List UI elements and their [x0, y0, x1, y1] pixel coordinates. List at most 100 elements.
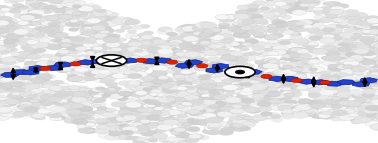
- Circle shape: [215, 65, 226, 69]
- Circle shape: [165, 85, 179, 91]
- Circle shape: [235, 30, 250, 36]
- Circle shape: [85, 88, 98, 93]
- Circle shape: [253, 29, 265, 33]
- Circle shape: [38, 82, 54, 88]
- Circle shape: [77, 100, 88, 104]
- Circle shape: [288, 48, 301, 53]
- Circle shape: [15, 26, 30, 32]
- Circle shape: [364, 89, 374, 93]
- Circle shape: [17, 21, 29, 25]
- Circle shape: [270, 98, 282, 103]
- Circle shape: [369, 21, 378, 24]
- Circle shape: [49, 86, 63, 91]
- Circle shape: [167, 89, 181, 95]
- Circle shape: [73, 48, 84, 53]
- Circle shape: [90, 44, 105, 50]
- Circle shape: [143, 77, 156, 82]
- Circle shape: [141, 130, 157, 136]
- Circle shape: [346, 79, 357, 83]
- Circle shape: [328, 16, 341, 20]
- Circle shape: [369, 40, 378, 46]
- Circle shape: [304, 0, 315, 1]
- Circle shape: [36, 78, 46, 82]
- Polygon shape: [23, 70, 39, 75]
- Circle shape: [169, 46, 179, 50]
- Circle shape: [243, 72, 253, 75]
- Circle shape: [134, 119, 144, 122]
- Circle shape: [94, 14, 107, 19]
- Circle shape: [0, 86, 8, 91]
- Circle shape: [197, 22, 214, 28]
- Circle shape: [76, 37, 89, 42]
- Circle shape: [74, 21, 84, 24]
- Circle shape: [350, 55, 364, 60]
- Circle shape: [19, 15, 29, 19]
- Circle shape: [208, 110, 219, 114]
- Circle shape: [336, 92, 350, 97]
- Circle shape: [172, 61, 182, 64]
- Circle shape: [323, 10, 339, 16]
- Circle shape: [340, 59, 353, 64]
- Circle shape: [237, 5, 250, 10]
- Circle shape: [158, 77, 173, 83]
- Circle shape: [288, 57, 302, 62]
- Circle shape: [206, 113, 216, 117]
- Circle shape: [34, 78, 43, 82]
- Circle shape: [81, 23, 98, 29]
- Circle shape: [91, 97, 105, 102]
- Circle shape: [278, 65, 291, 70]
- Circle shape: [267, 24, 277, 28]
- Circle shape: [326, 47, 341, 53]
- Circle shape: [241, 98, 254, 103]
- Circle shape: [0, 33, 11, 37]
- Circle shape: [202, 25, 211, 28]
- Circle shape: [294, 2, 306, 7]
- Circle shape: [336, 62, 348, 66]
- Circle shape: [48, 105, 61, 110]
- Circle shape: [12, 28, 24, 33]
- Circle shape: [112, 18, 128, 25]
- Circle shape: [249, 20, 262, 25]
- Circle shape: [232, 120, 243, 124]
- Circle shape: [314, 14, 330, 20]
- Circle shape: [151, 79, 167, 85]
- Circle shape: [240, 73, 253, 78]
- Circle shape: [336, 66, 345, 70]
- Circle shape: [220, 100, 234, 106]
- Circle shape: [336, 24, 345, 28]
- Circle shape: [320, 114, 333, 119]
- Circle shape: [8, 56, 24, 62]
- Circle shape: [197, 75, 211, 80]
- Circle shape: [0, 40, 5, 44]
- Circle shape: [0, 102, 12, 107]
- Circle shape: [93, 39, 108, 45]
- Circle shape: [174, 128, 185, 132]
- Circle shape: [95, 118, 107, 123]
- Circle shape: [2, 57, 17, 62]
- Circle shape: [62, 0, 71, 1]
- Circle shape: [195, 41, 210, 47]
- Circle shape: [183, 36, 199, 42]
- Circle shape: [283, 43, 298, 48]
- Circle shape: [364, 54, 378, 60]
- Circle shape: [115, 17, 127, 21]
- Circle shape: [85, 8, 97, 12]
- Circle shape: [153, 70, 163, 73]
- Circle shape: [69, 73, 82, 78]
- Circle shape: [198, 136, 209, 140]
- Circle shape: [60, 52, 70, 56]
- Circle shape: [267, 29, 278, 33]
- Circle shape: [279, 5, 290, 9]
- Circle shape: [51, 89, 66, 95]
- Circle shape: [317, 113, 327, 117]
- Circle shape: [129, 123, 141, 128]
- Circle shape: [198, 66, 209, 70]
- Circle shape: [193, 62, 208, 67]
- Circle shape: [132, 67, 146, 73]
- Circle shape: [343, 95, 354, 99]
- Circle shape: [68, 28, 79, 31]
- Circle shape: [135, 83, 146, 87]
- Circle shape: [97, 129, 108, 134]
- Circle shape: [143, 87, 160, 93]
- Circle shape: [146, 55, 159, 61]
